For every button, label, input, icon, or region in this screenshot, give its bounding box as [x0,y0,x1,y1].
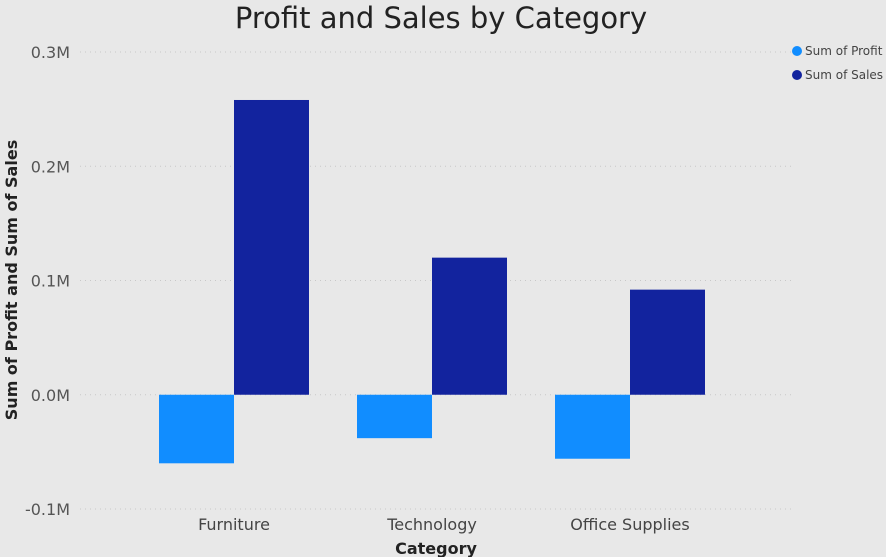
legend-item[interactable]: Sum of Sales [792,68,883,82]
legend-label: Sum of Sales [805,68,883,82]
x-axis-title: Category [395,539,477,557]
legend-marker [792,70,802,80]
category-label: Office Supplies [570,515,689,534]
chart-title: Profit and Sales by Category [235,1,647,35]
bars [159,99,705,464]
y-tick-label: 0.0M [31,386,70,405]
bar-sum-of-sales-furniture[interactable] [234,99,309,395]
bar-sum-of-sales-office-supplies[interactable] [630,289,705,395]
y-axis-title: Sum of Profit and Sum of Sales [2,140,21,420]
y-tick-label: 0.2M [31,157,70,176]
legend[interactable]: Sum of Profit Sum of Sales [792,44,883,82]
y-tick-label: 0.3M [31,43,70,62]
y-axis-ticks: 0.3M 0.2M 0.1M 0.0M -0.1M [25,43,70,519]
bar-sum-of-profit-furniture[interactable] [159,394,234,464]
legend-marker [792,46,802,56]
y-tick-label: -0.1M [25,500,70,519]
bar-sum-of-profit-office-supplies[interactable] [555,394,630,459]
bar-sum-of-profit-technology[interactable] [357,394,432,439]
y-tick-label: 0.1M [31,272,70,291]
category-label: Technology [386,515,477,534]
x-axis-categories: Furniture Technology Office Supplies [198,515,690,534]
bar-sum-of-sales-technology[interactable] [432,257,507,395]
category-label: Furniture [198,515,270,534]
legend-label: Sum of Profit [805,44,883,58]
legend-item[interactable]: Sum of Profit [792,44,883,58]
